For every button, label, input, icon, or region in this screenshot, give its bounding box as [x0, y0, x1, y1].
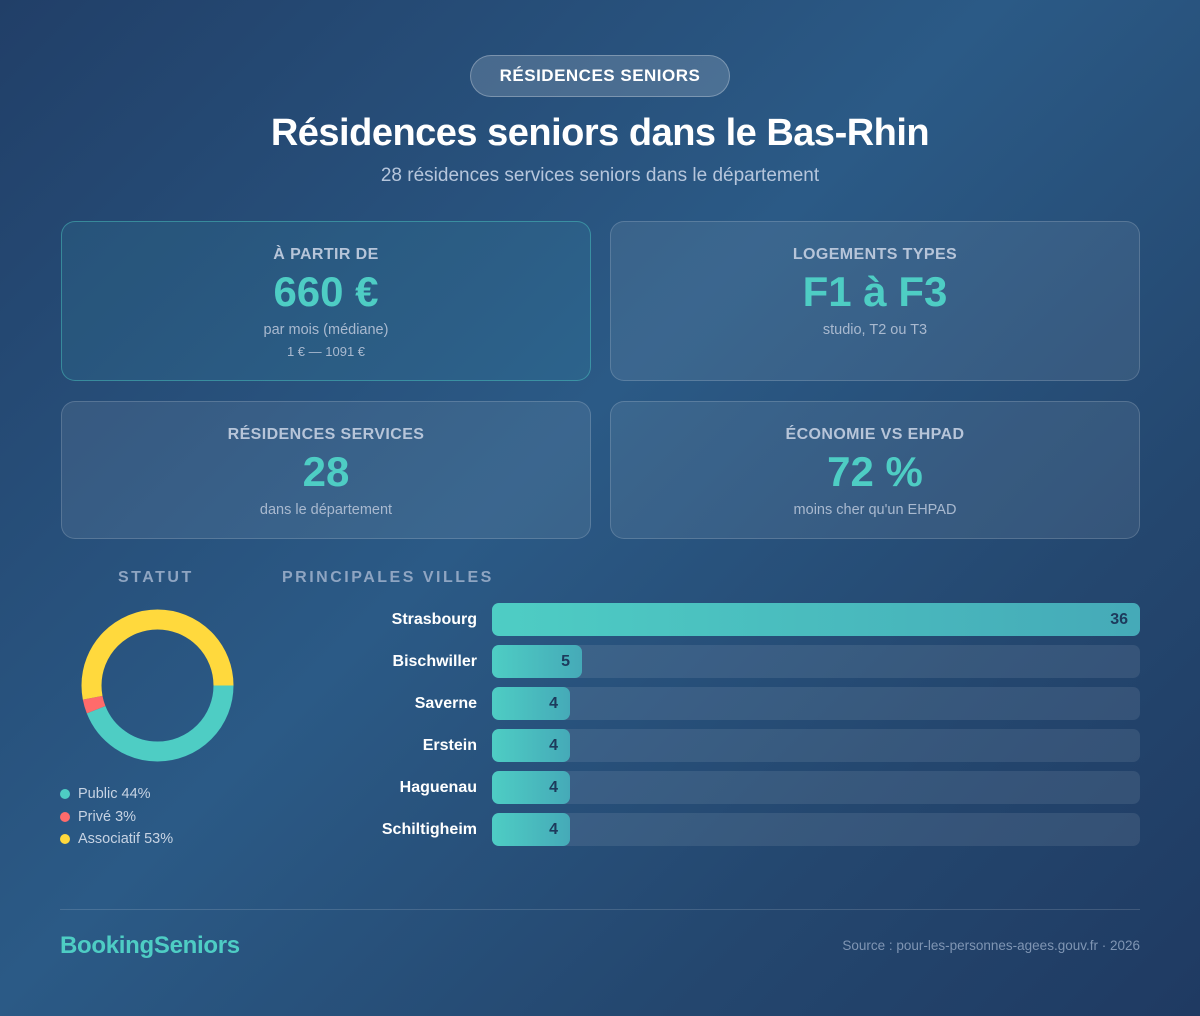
card-range: 1 € — 1091 €	[286, 344, 366, 359]
card-value: 28	[302, 448, 350, 495]
card-label: RÉSIDENCES SERVICES	[227, 426, 425, 443]
page-title: Résidences seniors dans le Bas-Rhin	[270, 112, 930, 154]
footer-divider	[60, 909, 1140, 910]
bar-value: 36	[1110, 610, 1128, 628]
bar-fill: 4	[492, 813, 570, 846]
legend-item-public: Public 44%	[60, 783, 173, 806]
bar-track: 5	[492, 645, 1140, 678]
bar-track: 4	[492, 771, 1140, 804]
bar-fill: 4	[492, 771, 570, 804]
bar-fill: 5	[492, 645, 582, 678]
bar-track: 4	[492, 813, 1140, 846]
statut-legend: Public 44% Privé 3% Associatif 53%	[60, 783, 173, 851]
card-note: dans le département	[259, 502, 393, 518]
bar-row: Erstein 4	[290, 729, 1140, 762]
bar-city-label: Haguenau	[399, 779, 477, 796]
card-value: F1 à F3	[802, 268, 948, 315]
bar-value: 5	[561, 652, 570, 670]
brand-logo: BookingSeniors	[60, 932, 240, 959]
bar-row: Schiltigheim 4	[290, 813, 1140, 846]
bar-fill: 4	[492, 687, 570, 720]
legend-dot-icon	[60, 789, 70, 800]
bar-city-label: Strasbourg	[391, 611, 477, 628]
statut-donut-chart	[81, 609, 234, 762]
legend-dot-icon	[60, 834, 70, 845]
legend-item-prive: Privé 3%	[60, 806, 173, 829]
stat-card-ehpad-savings: ÉCONOMIE VS EHPAD 72 % moins cher qu'un …	[610, 401, 1140, 539]
header-badge: RÉSIDENCES SENIORS	[470, 55, 730, 97]
card-note: moins cher qu'un EHPAD	[793, 502, 957, 518]
donut-segment-associatif	[81, 609, 234, 762]
bar-track: 4	[492, 729, 1140, 762]
statut-section-title: STATUT	[118, 569, 194, 586]
bar-row: Haguenau 4	[290, 771, 1140, 804]
card-value: 72 %	[827, 448, 923, 495]
bar-value: 4	[549, 778, 558, 796]
card-label: À PARTIR DE	[273, 246, 379, 263]
bar-value: 4	[549, 736, 558, 754]
legend-item-associatif: Associatif 53%	[60, 828, 173, 851]
bar-city-label: Erstein	[422, 737, 477, 754]
card-note: studio, T2 ou T3	[822, 322, 928, 338]
bar-value: 4	[549, 820, 558, 838]
bar-city-label: Saverne	[414, 695, 477, 712]
bar-fill: 4	[492, 729, 570, 762]
card-label: LOGEMENTS TYPES	[792, 246, 958, 263]
card-value: 660 €	[273, 268, 379, 315]
bar-track: 4	[492, 687, 1140, 720]
page-subtitle: 28 résidences services seniors dans le d…	[380, 165, 820, 186]
bar-value: 4	[549, 694, 558, 712]
bar-city-label: Bischwiller	[392, 653, 477, 670]
legend-dot-icon	[60, 811, 70, 822]
legend-label: Associatif 53%	[78, 831, 174, 848]
card-note: par mois (médiane)	[263, 322, 389, 338]
stat-card-housing-types: LOGEMENTS TYPES F1 à F3 studio, T2 ou T3	[610, 221, 1140, 381]
source-note: Source : pour-les-personnes-agees.gouv.f…	[842, 938, 1140, 953]
bar-row: Saverne 4	[290, 687, 1140, 720]
legend-label: Privé 3%	[78, 808, 137, 825]
bar-city-label: Schiltigheim	[381, 821, 477, 838]
stat-card-price: À PARTIR DE 660 € par mois (médiane) 1 €…	[61, 221, 591, 381]
bar-track: 36	[492, 603, 1140, 636]
card-label: ÉCONOMIE VS EHPAD	[785, 426, 965, 443]
villes-section-title: PRINCIPALES VILLES	[282, 569, 494, 586]
bar-row: Bischwiller 5	[290, 645, 1140, 678]
legend-label: Public 44%	[78, 786, 151, 803]
bar-fill: 36	[492, 603, 1140, 636]
stat-card-residences-count: RÉSIDENCES SERVICES 28 dans le départeme…	[61, 401, 591, 539]
bar-row: Strasbourg 36	[290, 603, 1140, 636]
